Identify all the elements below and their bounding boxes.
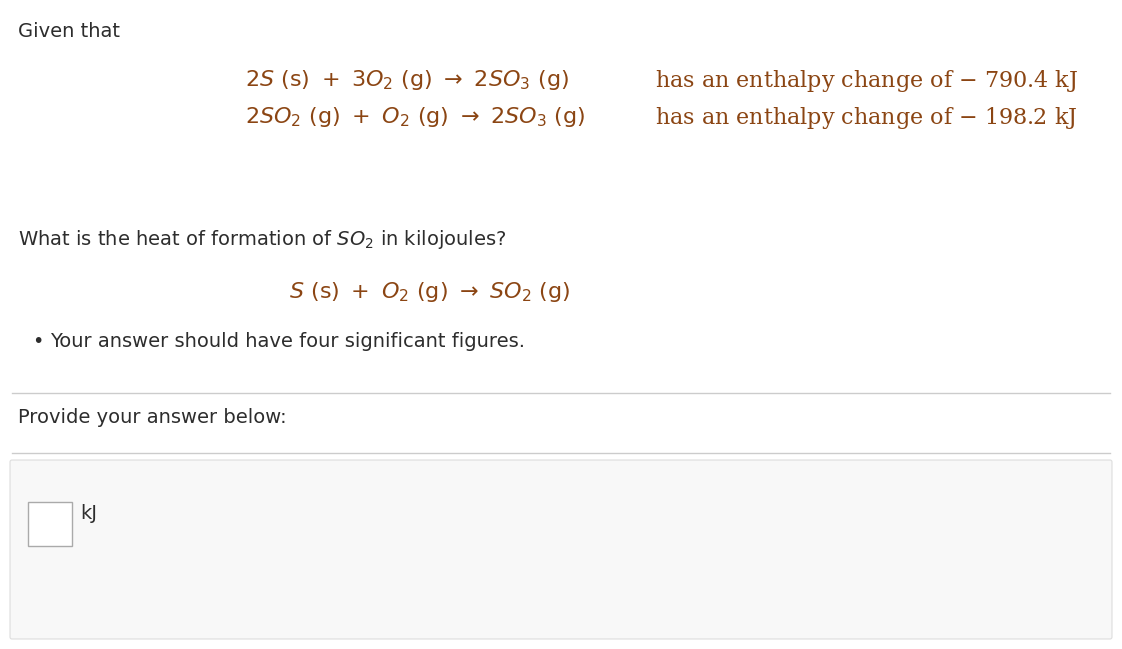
Text: Your answer should have four significant figures.: Your answer should have four significant… xyxy=(50,332,525,351)
Text: kJ: kJ xyxy=(80,504,96,523)
Text: •: • xyxy=(33,332,44,351)
Text: has an enthalpy change of $-$ 198.2 kJ: has an enthalpy change of $-$ 198.2 kJ xyxy=(655,105,1077,131)
Text: Provide your answer below:: Provide your answer below: xyxy=(18,408,286,427)
FancyBboxPatch shape xyxy=(10,460,1112,639)
Text: $2S\ \mathrm{(s)}\ +\ 3O_2\ \mathrm{(g)}\ \rightarrow\ 2SO_3\ \mathrm{(g)}$: $2S\ \mathrm{(s)}\ +\ 3O_2\ \mathrm{(g)}… xyxy=(245,68,569,92)
FancyBboxPatch shape xyxy=(28,502,72,546)
Text: has an enthalpy change of $-$ 790.4 kJ: has an enthalpy change of $-$ 790.4 kJ xyxy=(655,68,1078,94)
Text: Given that: Given that xyxy=(18,22,120,41)
Text: $S\ \mathrm{(s)}\ +\ O_2\ \mathrm{(g)}\ \rightarrow\ SO_2\ \mathrm{(g)}$: $S\ \mathrm{(s)}\ +\ O_2\ \mathrm{(g)}\ … xyxy=(289,280,571,304)
Text: What is the heat of formation of $SO_2$ in kilojoules?: What is the heat of formation of $SO_2$ … xyxy=(18,228,506,251)
Text: $2SO_2\ \mathrm{(g)}\ +\ O_2\ \mathrm{(g)}\ \rightarrow\ 2SO_3\ \mathrm{(g)}$: $2SO_2\ \mathrm{(g)}\ +\ O_2\ \mathrm{(g… xyxy=(245,105,586,129)
